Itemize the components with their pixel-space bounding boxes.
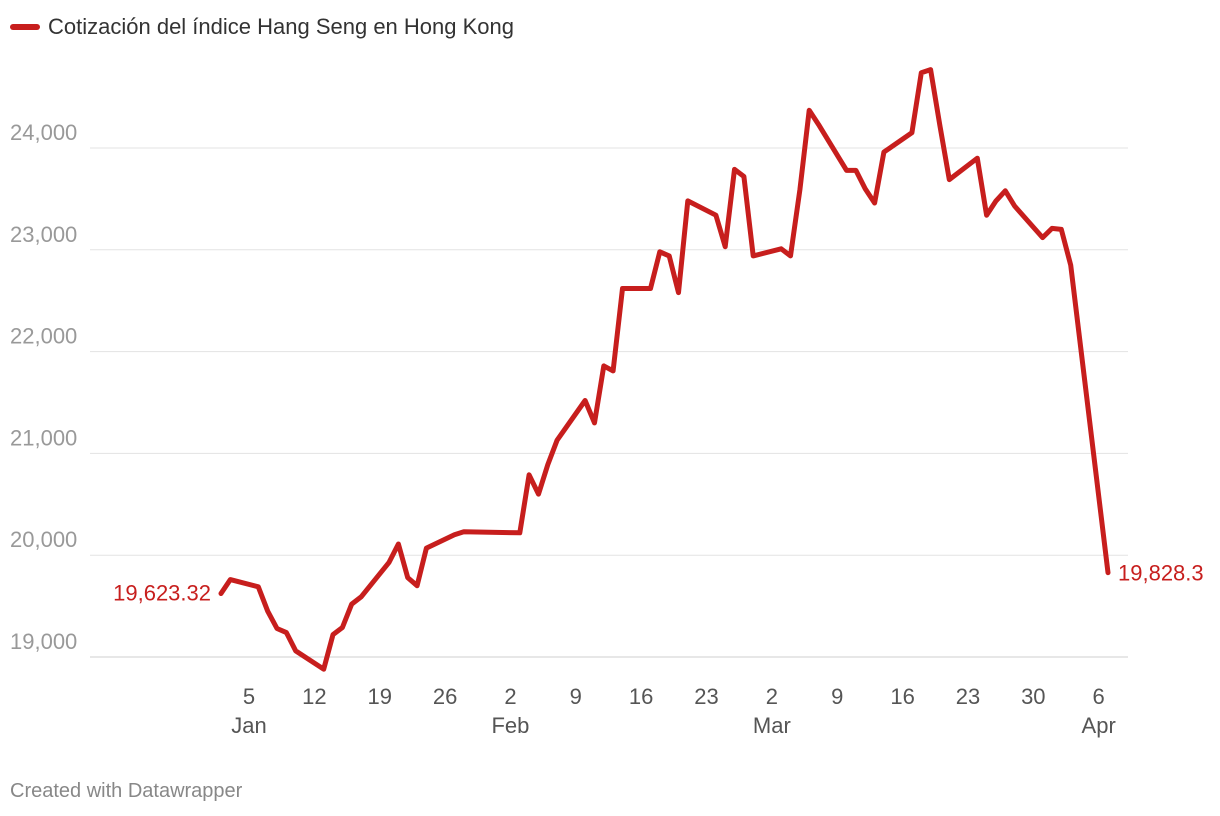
y-tick-label: 21,000: [10, 425, 77, 450]
y-tick-label: 24,000: [10, 120, 77, 145]
start-value-label: 19,623.32: [113, 581, 211, 606]
x-axis-ticks: 5 Jan 12 19 26 2 Feb 9 16 23 2 Mar 9 16 23 30 6 Apr: [231, 684, 1116, 738]
x-tick-label: 16: [629, 684, 653, 709]
x-tick-label: 9: [831, 684, 843, 709]
x-tick-label: 9: [570, 684, 582, 709]
x-month-label: Feb: [491, 713, 529, 738]
y-tick-label: 22,000: [10, 324, 77, 349]
legend-label: Cotización del índice Hang Seng en Hong …: [48, 14, 514, 39]
y-tick-label: 23,000: [10, 222, 77, 247]
legend: Cotización del índice Hang Seng en Hong …: [10, 14, 514, 40]
x-month-label: Apr: [1082, 713, 1116, 738]
value-labels: 19,623.32 19,828.3: [113, 561, 1204, 606]
x-tick-label: 2: [766, 684, 778, 709]
y-axis-ticks: 19,000 20,000 21,000 22,000 23,000 24,000: [10, 120, 77, 654]
x-tick-label: 23: [694, 684, 718, 709]
y-tick-label: 20,000: [10, 527, 77, 552]
x-tick-label: 2: [504, 684, 516, 709]
x-tick-label: 26: [433, 684, 457, 709]
grid-lines: [90, 147, 1128, 658]
x-tick-label: 30: [1021, 684, 1045, 709]
y-tick-label: 19,000: [10, 629, 77, 654]
x-month-label: Jan: [231, 713, 266, 738]
x-tick-label: 16: [890, 684, 914, 709]
legend-swatch: [10, 24, 40, 30]
series-group: [218, 67, 1111, 672]
x-tick-label: 5: [243, 684, 255, 709]
x-month-label: Mar: [753, 713, 791, 738]
x-tick-label: 19: [367, 684, 391, 709]
series-line: [218, 67, 1111, 672]
end-value-label: 19,828.3: [1118, 561, 1204, 586]
x-tick-label: 6: [1093, 684, 1105, 709]
x-tick-label: 23: [956, 684, 980, 709]
x-tick-label: 12: [302, 684, 326, 709]
footer-credit: Created with Datawrapper: [10, 780, 243, 802]
